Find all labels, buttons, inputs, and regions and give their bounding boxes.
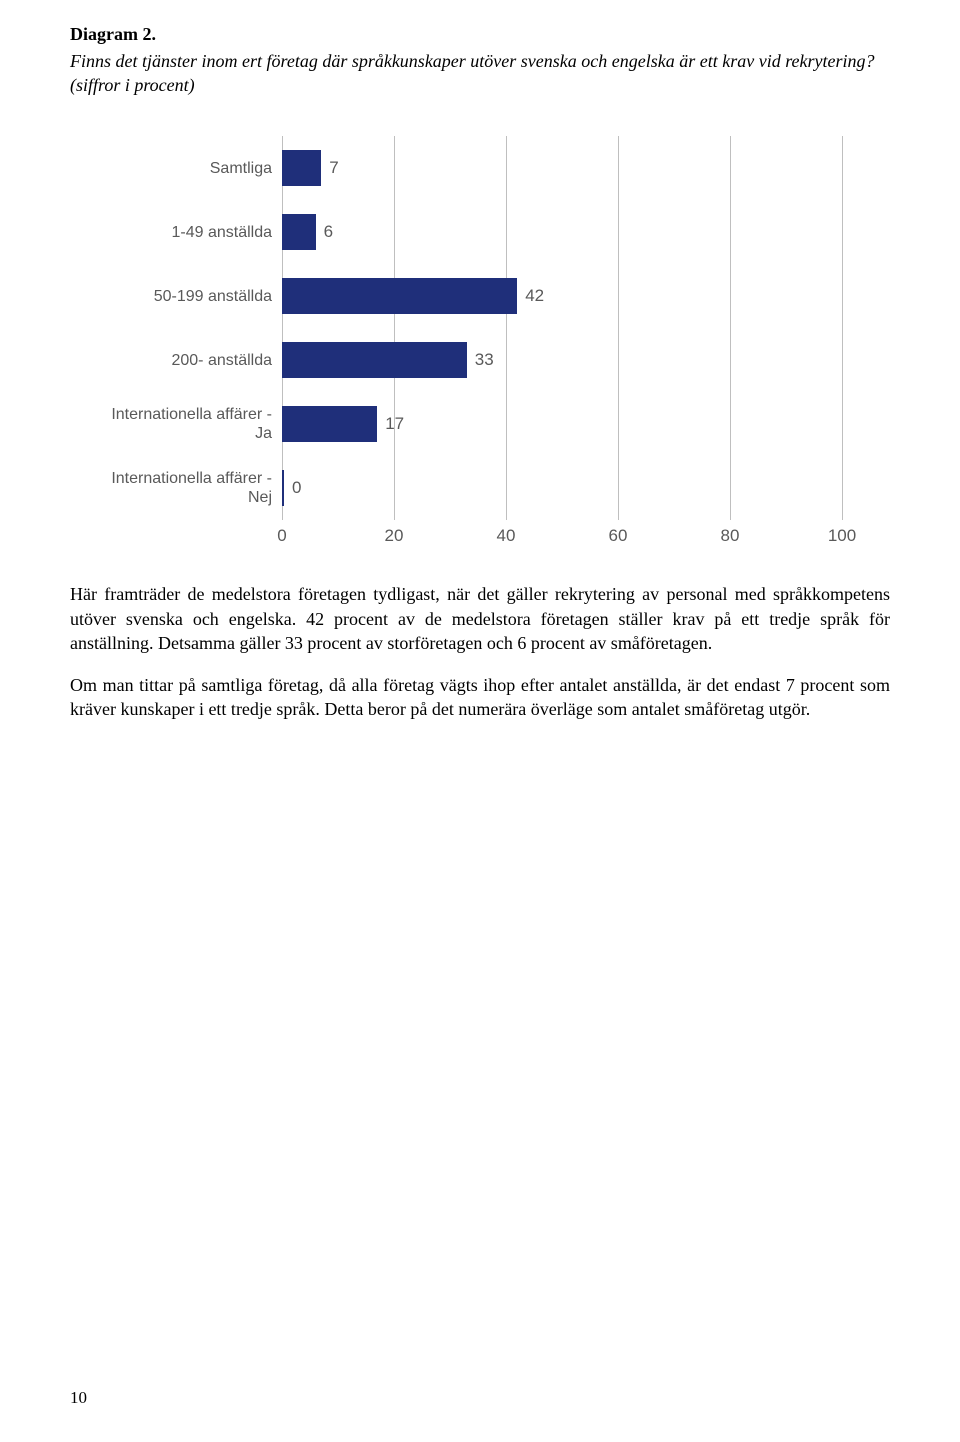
chart-category-label: 200- anställda [72, 328, 282, 392]
chart-plot-area: 7 6 42 33 17 0 [282, 136, 842, 520]
chart-category-axis: Samtliga 1-49 anställda 50-199 anställda… [72, 136, 282, 520]
chart-x-tick: 40 [497, 526, 516, 546]
paragraph: Här framträder de medelstora företagen t… [70, 582, 890, 655]
chart-bar-row: 7 [282, 136, 842, 200]
chart-x-tick: 100 [828, 526, 856, 546]
chart-bar [282, 406, 377, 442]
chart-x-tick: 60 [609, 526, 628, 546]
chart-bar [282, 342, 467, 378]
chart-gridline [842, 136, 843, 520]
chart-bar-value: 7 [329, 158, 338, 178]
chart-bar-row: 0 [282, 456, 842, 520]
chart-bar-value: 17 [385, 414, 404, 434]
chart-category-label: 1-49 anställda [72, 200, 282, 264]
chart-bar-row: 6 [282, 200, 842, 264]
chart-bar [282, 150, 321, 186]
chart-bar-row: 33 [282, 328, 842, 392]
bar-chart: Samtliga 1-49 anställda 50-199 anställda… [72, 136, 890, 554]
chart-bar [282, 214, 316, 250]
chart-bar-value: 6 [324, 222, 333, 242]
chart-bar [282, 470, 284, 506]
chart-bar-row: 17 [282, 392, 842, 456]
chart-bar [282, 278, 517, 314]
page-number: 10 [70, 1388, 87, 1408]
chart-bar-value: 0 [292, 478, 301, 498]
chart-x-tick: 0 [277, 526, 286, 546]
diagram-label: Diagram 2. [70, 24, 890, 45]
chart-category-label: Samtliga [72, 136, 282, 200]
chart-x-tick: 80 [721, 526, 740, 546]
paragraph: Om man tittar på samtliga företag, då al… [70, 673, 890, 722]
chart-bar-value: 42 [525, 286, 544, 306]
chart-bar-value: 33 [475, 350, 494, 370]
chart-category-label: Internationella affärer - Nej [72, 456, 282, 520]
chart-bar-row: 42 [282, 264, 842, 328]
chart-x-axis: 020406080100 [282, 526, 842, 554]
diagram-note: (siffror i procent) [70, 75, 890, 96]
chart-category-label: Internationella affärer - Ja [72, 392, 282, 456]
chart-category-label: 50-199 anställda [72, 264, 282, 328]
diagram-question: Finns det tjänster inom ert företag där … [70, 49, 890, 73]
chart-x-tick: 20 [385, 526, 404, 546]
